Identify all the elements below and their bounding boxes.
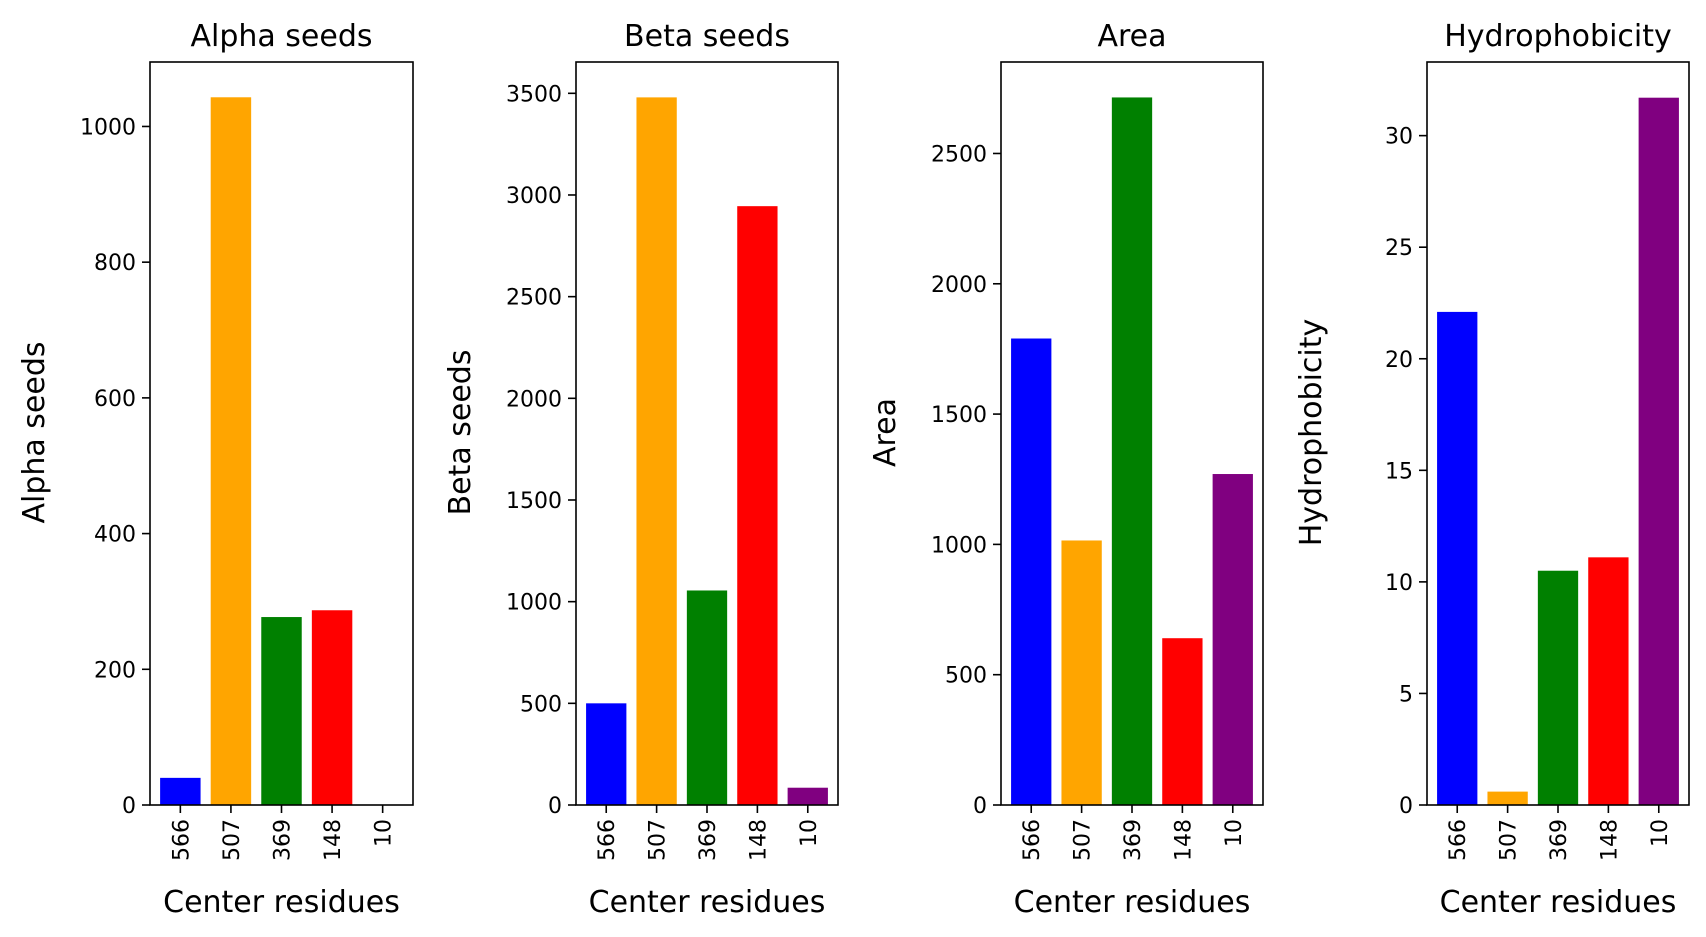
x-tick-label: 507 [220,819,245,861]
x-tick-label: 566 [1020,819,1045,861]
bar-369 [686,590,728,805]
chart-panel-2: 0 500 1000 1500 2000 2500 3000 3500 566 507 369 148… [443,19,839,920]
chart-panel-3: 0 500 1000 1500 2000 2500 566 507 369 148 10 Area Ce… [868,19,1264,920]
y-tick-label: 1500 [931,403,987,428]
x-tick-label: 566 [169,819,194,861]
chart-panel-4: 0 5 10 15 20 25 30 566 507 369 148 10 Hydrophobicity… [1294,19,1690,920]
x-tick-label: 148 [321,819,346,861]
chart-title: Beta seeds [624,19,790,54]
bar-507 [210,97,252,806]
bar-507 [1487,791,1528,805]
y-tick-label: 500 [520,692,562,717]
x-axis-label: Center residues [1014,885,1251,920]
bar-148 [1588,557,1629,805]
bar-369 [261,617,302,805]
x-tick-label: 10 [1648,819,1673,847]
x-tick-label: 369 [271,819,296,861]
x-axis-label: Center residues [1440,885,1677,920]
y-tick-label: 0 [122,794,136,819]
y-axis-label: Area [868,398,903,467]
bar-566 [160,777,201,805]
y-tick-label: 1000 [931,533,987,558]
x-tick-label: 369 [1547,819,1572,861]
y-tick-label: 0 [973,794,987,819]
y-tick-label: 2500 [506,286,562,311]
chart-title: Area [1097,19,1166,54]
bar-10 [1638,97,1679,805]
y-tick-label: 500 [945,664,987,689]
y-tick-label: 1000 [506,591,562,616]
x-tick-label: 148 [1597,819,1622,861]
y-tick-label: 25 [1385,236,1413,261]
x-tick-label: 148 [746,819,771,861]
x-tick-label: 369 [1121,819,1146,861]
x-axis-label: Center residues [163,885,400,920]
y-tick-label: 2500 [931,142,987,167]
y-tick-label: 3000 [506,184,562,209]
x-tick-label: 148 [1171,819,1196,861]
x-tick-label: 507 [1497,819,1522,861]
y-tick-label: 30 [1385,125,1413,150]
y-tick-label: 0 [1399,794,1413,819]
chart-title: Alpha seeds [190,19,372,54]
y-tick-label: 800 [94,251,136,276]
chart-panel-1: 0 200 400 600 800 1000 566 507 369 148 10 Alpha see… [17,19,414,920]
bar-566 [1437,311,1478,805]
y-tick-label: 400 [94,523,136,548]
bar-10 [1212,474,1253,805]
bar-148 [311,610,353,805]
chart-title: Hydrophobicity [1444,19,1672,54]
bar-369 [1111,97,1153,806]
y-tick-label: 600 [94,387,136,412]
y-tick-label: 200 [94,658,136,683]
y-axis-label: Beta seeds [443,350,478,516]
y-axis-label: Alpha seeds [17,341,52,523]
y-tick-label: 1000 [80,115,136,140]
bar-369 [1537,570,1579,805]
bar-566 [586,703,627,805]
x-tick-label: 507 [646,819,671,861]
x-tick-label: 10 [797,819,822,847]
bar-148 [737,206,778,805]
x-tick-label: 10 [1222,819,1247,847]
x-tick-label: 10 [372,819,397,847]
y-tick-label: 5 [1399,682,1413,707]
y-axis-label: Hydrophobicity [1294,319,1329,547]
x-tick-label: 566 [595,819,620,861]
y-tick-label: 20 [1385,348,1413,373]
y-tick-label: 15 [1385,459,1413,484]
y-tick-label: 0 [548,794,562,819]
bar-507 [636,97,677,805]
y-tick-label: 1500 [506,489,562,514]
bar-10 [787,787,828,805]
x-axis-label: Center residues [589,885,826,920]
y-tick-label: 10 [1385,571,1413,596]
bar-148 [1162,638,1203,805]
y-tick-label: 2000 [506,387,562,412]
bar-507 [1061,540,1102,805]
x-tick-label: 566 [1446,819,1471,861]
x-tick-label: 507 [1071,819,1096,861]
bar-566 [1011,338,1052,805]
y-tick-label: 2000 [931,273,987,298]
y-tick-label: 3500 [506,82,562,107]
x-tick-label: 369 [696,819,721,861]
